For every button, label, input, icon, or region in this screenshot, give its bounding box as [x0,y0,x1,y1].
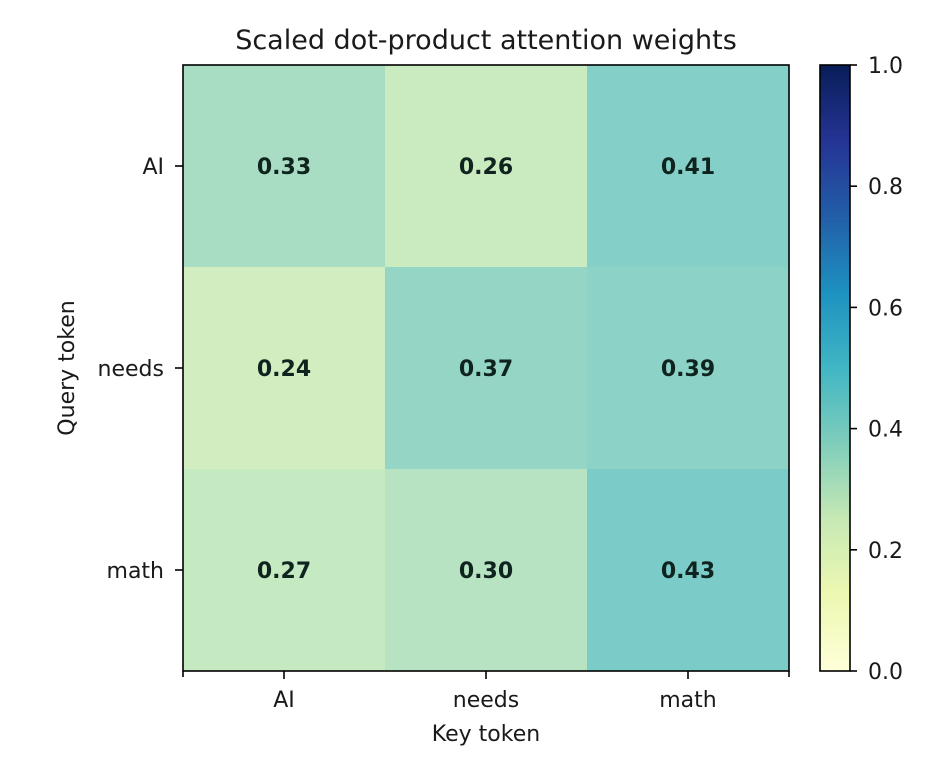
heatmap-cells [183,65,790,672]
colorbar-tick-label: 0.2 [868,539,903,564]
heatmap-cell-labels: 0.33 0.26 0.41 0.24 0.37 0.39 0.27 0.30 0.43 [257,155,715,584]
colorbar [820,65,850,671]
heatmap-cell [587,65,790,268]
cell-value-label: 0.37 [459,357,513,382]
y-tick-label: needs [98,357,164,382]
colorbar-tick-label: 1.0 [868,54,903,79]
cell-value-label: 0.26 [459,155,513,180]
colorbar-ticks: 0.0 0.2 0.4 0.6 0.8 1.0 [850,54,903,685]
colorbar-tick-label: 0.6 [868,296,903,321]
colorbar-tick-label: 0.4 [868,418,903,443]
x-tick-label: needs [453,688,519,713]
y-axis-label: Query token [55,300,80,435]
cell-value-label: 0.41 [661,155,715,180]
cell-value-label: 0.39 [661,357,715,382]
x-tick-label: math [659,688,716,713]
y-tick-label: math [107,559,164,584]
cell-value-label: 0.43 [661,559,715,584]
heatmap-cell [587,469,790,672]
y-axis-ticks: AI needs math [98,155,183,584]
heatmap-cell [183,469,386,672]
heatmap-cell [385,469,588,672]
cell-value-label: 0.24 [257,357,311,382]
heatmap-cell [385,65,588,268]
colorbar-frame [819,64,851,672]
chart-title: Scaled dot-product attention weights [235,25,737,56]
x-tick-label: AI [273,688,295,713]
heatmap-cell [385,267,588,470]
x-axis-label: Key token [432,722,540,747]
y-tick-label: AI [142,155,164,180]
cell-value-label: 0.33 [257,155,311,180]
colorbar-tick-label: 0.8 [868,175,903,200]
colorbar-tick-label: 0.0 [868,660,903,685]
heatmap-cell [183,267,386,470]
cell-value-label: 0.30 [459,559,513,584]
heatmap-cell [183,65,386,268]
cell-value-label: 0.27 [257,559,311,584]
x-axis-ticks: AI needs math [182,671,790,713]
heatmap-cell [587,267,790,470]
